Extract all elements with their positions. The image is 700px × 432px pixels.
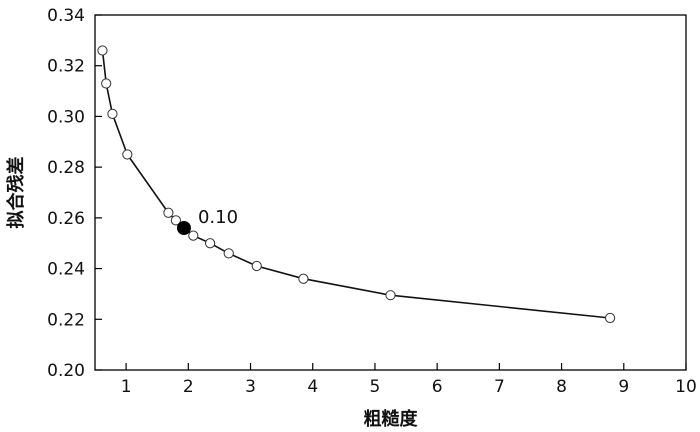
y-tick-label: 0.28 — [47, 158, 85, 178]
y-axis-title: 拟合残差 — [5, 157, 27, 229]
x-tick-label: 8 — [556, 377, 567, 397]
y-tick-label: 0.32 — [47, 57, 85, 77]
x-tick-label: 2 — [183, 377, 194, 397]
x-tick-label: 7 — [494, 377, 505, 397]
x-axis: 1 2 3 4 5 6 7 8 9 10 — [121, 363, 697, 397]
highlighted-point — [176, 221, 191, 235]
data-point — [101, 78, 112, 89]
data-point — [122, 149, 133, 160]
series-line — [101, 50, 611, 319]
x-tick-label: 5 — [370, 377, 381, 397]
data-point — [605, 312, 616, 324]
data-point — [97, 45, 108, 56]
x-tick-label: 1 — [121, 377, 132, 397]
plot-area — [94, 14, 687, 371]
y-tick-label: 0.30 — [47, 107, 85, 127]
x-tick-label: 6 — [432, 377, 443, 397]
data-point — [163, 207, 174, 218]
y-tick-label: 0.34 — [47, 6, 85, 26]
x-axis-title: 粗糙度 — [364, 408, 419, 430]
data-point — [170, 215, 181, 226]
y-tick-label: 0.22 — [47, 310, 85, 330]
highlight-label: 0.10 — [198, 207, 238, 228]
data-point — [251, 260, 262, 272]
x-tick-label: 3 — [245, 377, 256, 397]
y-tick-label: 0.20 — [47, 361, 85, 381]
series-layer: 0.10 — [97, 45, 616, 324]
data-point — [204, 238, 216, 249]
plot-frame — [94, 14, 687, 371]
x-tick-label: 4 — [307, 377, 318, 397]
y-tick-label: 0.26 — [47, 209, 85, 229]
data-point — [385, 290, 396, 301]
data-point — [223, 248, 234, 259]
y-axis: 0.20 0.22 0.24 0.26 0.28 0.30 0.32 0.34 — [47, 6, 102, 381]
x-tick-label: 10 — [675, 377, 697, 397]
x-tick-label: 9 — [618, 377, 629, 397]
data-point — [188, 230, 199, 241]
y-tick-label: 0.24 — [47, 260, 85, 280]
data-point — [107, 108, 118, 119]
data-point — [298, 273, 309, 284]
